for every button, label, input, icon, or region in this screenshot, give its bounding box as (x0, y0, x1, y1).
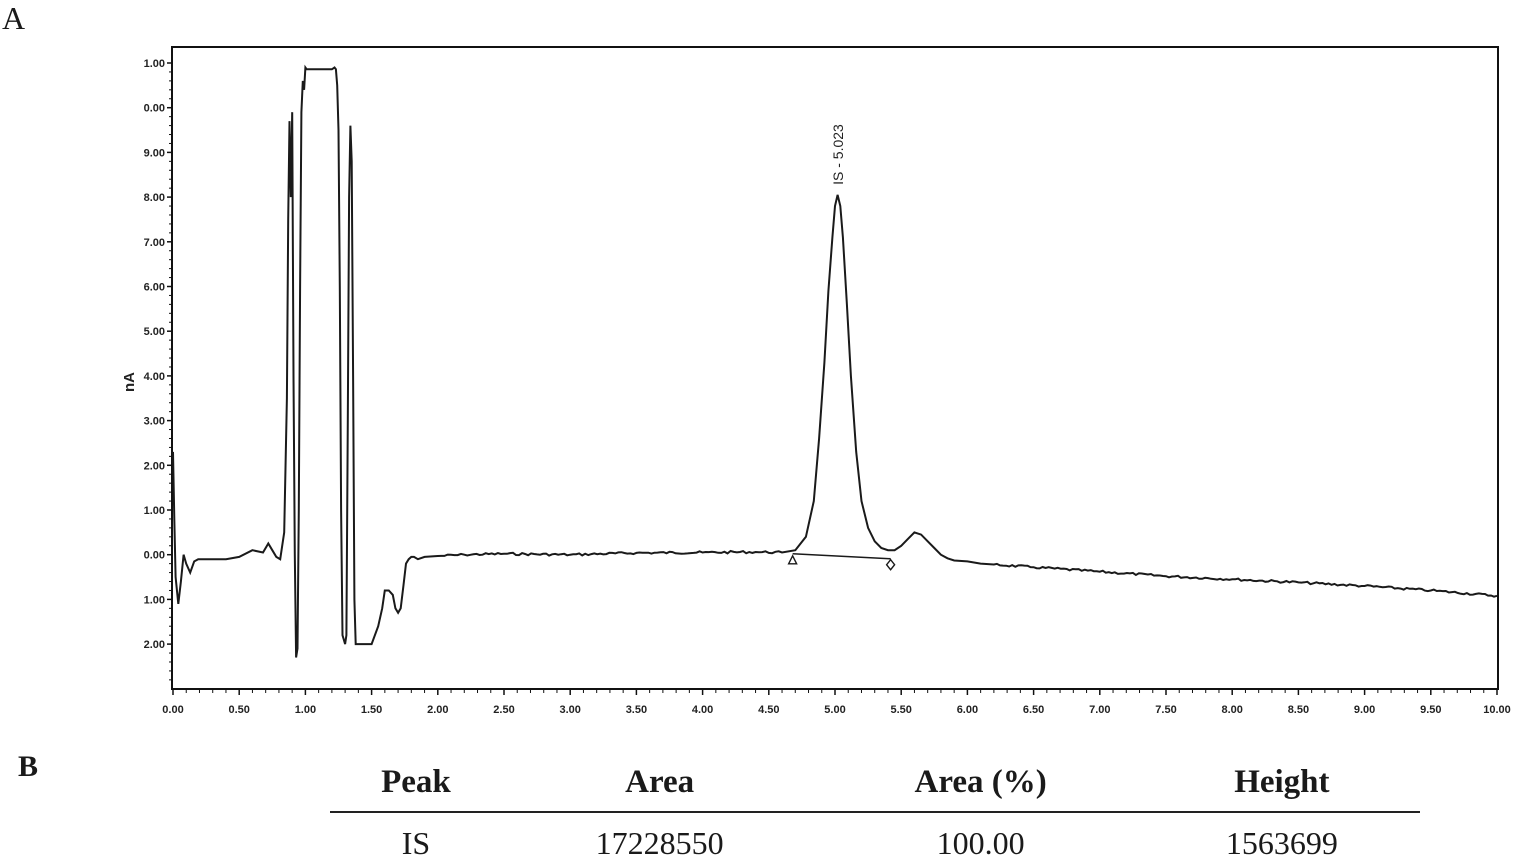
y-axis-label: nA (121, 372, 138, 392)
x-tick-label: 5.00 (824, 704, 845, 716)
y-tick-label: 3.00 (144, 416, 165, 428)
header-area-percent: Area (%) (817, 760, 1144, 813)
x-tick-label: 7.50 (1155, 704, 1176, 716)
panel-b-label: B (18, 750, 39, 783)
peak-results-table: Peak Area Area (%) Height IS 17228550 10… (330, 760, 1420, 862)
x-tick-label: 0.00 (162, 704, 183, 716)
x-tick-label: 10.00 (1483, 704, 1511, 716)
cell-height: 1563699 (1225, 825, 1338, 861)
x-tick-label: 3.00 (559, 704, 580, 716)
x-tick-label: 8.00 (1221, 704, 1242, 716)
x-tick-label: 6.50 (1023, 704, 1044, 716)
y-tick-label: 0.00 (144, 550, 165, 562)
y-tick-label: 2.00 (144, 639, 165, 651)
x-tick-label: 4.50 (758, 704, 779, 716)
x-tick-label: 3.50 (626, 704, 647, 716)
x-tick-label: 0.50 (228, 704, 249, 716)
y-tick-label: 9.00 (144, 147, 165, 159)
table-header-row: Peak Area Area (%) Height (330, 760, 1420, 813)
cell-area: 17228550 (595, 825, 724, 861)
x-tick-label: 8.50 (1288, 704, 1309, 716)
x-tick-label: 2.00 (427, 704, 448, 716)
y-tick-label: 4.00 (144, 371, 165, 383)
y-tick-label: 1.00 (144, 58, 165, 70)
cell-area-percent: 100.00 (936, 825, 1025, 861)
y-axis: 1.00 0.00 9.00 8.00 7.00 6.00 5.00 4.00 3.00 2.00… (144, 58, 172, 681)
baseline-end-marker (885, 558, 896, 571)
x-tick-label: 6.00 (957, 704, 978, 716)
series-line (172, 64, 1498, 658)
y-tick-label: 8.00 (144, 192, 165, 204)
x-tick-label: 9.00 (1354, 704, 1375, 716)
x-tick-label: 4.00 (692, 704, 713, 716)
x-tick-label: 9.50 (1420, 704, 1441, 716)
header-area: Area (501, 760, 818, 813)
x-tick-label: 5.50 (890, 704, 911, 716)
table-row: IS 17228550 100.00 1563699 (330, 812, 1420, 862)
x-tick-label: 1.50 (361, 704, 382, 716)
y-tick-label: 1.00 (144, 505, 165, 517)
chromatogram-chart: 1.00 0.00 9.00 8.00 7.00 6.00 5.00 4.00 3.00 2.00… (121, 46, 1511, 716)
header-peak: Peak (330, 760, 502, 813)
y-tick-label: 5.00 (144, 326, 165, 338)
x-tick-label: 7.00 (1089, 704, 1110, 716)
y-tick-label: 2.00 (144, 460, 165, 472)
y-tick-label: 0.00 (144, 103, 165, 115)
x-tick-label: 1.00 (295, 704, 316, 716)
panel-a-label: A (2, 0, 26, 36)
y-tick-label: 1.00 (144, 594, 165, 606)
cell-peak: IS (401, 825, 431, 861)
header-height: Height (1143, 760, 1420, 813)
integration-baseline (792, 553, 891, 560)
peak-annotation-label: IS - 5.023 (830, 124, 846, 185)
y-tick-label: 6.00 (144, 282, 165, 294)
y-tick-label: 7.00 (144, 237, 165, 249)
baseline-start-marker (787, 554, 798, 565)
x-tick-label: 2.50 (493, 704, 514, 716)
x-axis: 0.00 0.50 1.00 1.50 2.00 2.50 3.00 3.50 4.00 4.50… (162, 689, 1511, 716)
